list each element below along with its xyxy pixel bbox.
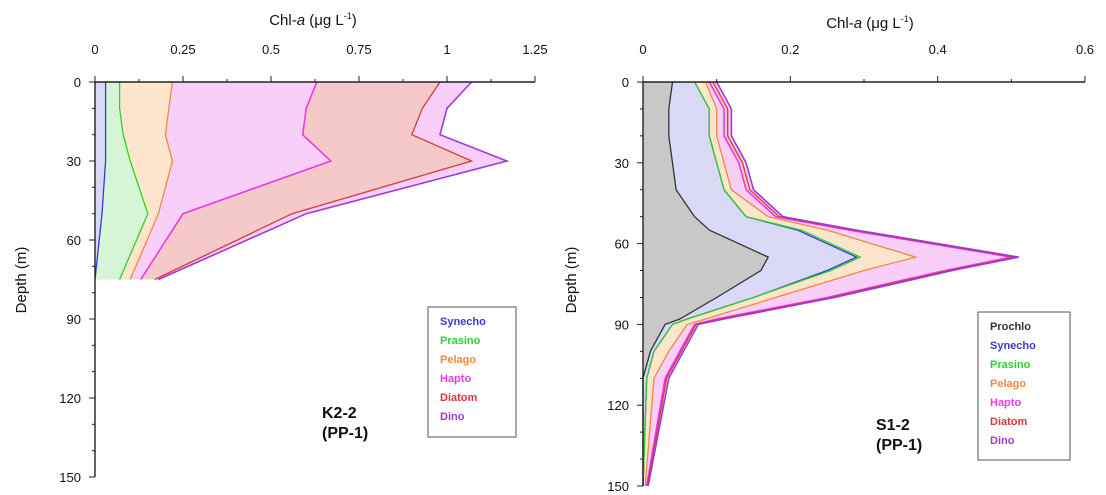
legend-entry-dino: Dino xyxy=(990,435,1015,447)
legend-entry-pelago: Pelago xyxy=(440,354,476,366)
line-synecho xyxy=(94,82,107,280)
station-label-line1: K2-2 xyxy=(322,405,357,422)
x-tick-label: 0.75 xyxy=(346,42,371,57)
x-axis-title-sup: -1 xyxy=(901,14,909,24)
y-tick-label: 90 xyxy=(615,317,629,332)
x-tick-label: 0 xyxy=(91,42,98,57)
station-label-line1: S1-2 xyxy=(876,417,910,434)
line-dino xyxy=(647,81,1019,487)
area-prasino xyxy=(95,82,148,280)
x-axis-title: Chl-a (μg L-1) xyxy=(269,11,357,29)
series-lines xyxy=(94,81,510,281)
area-pelago xyxy=(119,82,173,280)
y-axis-title: Depth (m) xyxy=(563,247,580,314)
x-tick-label: 0.4 xyxy=(929,42,947,57)
y-tick-label: 150 xyxy=(607,479,629,494)
y-tick-label: 150 xyxy=(59,470,81,485)
area-diatom xyxy=(140,82,472,280)
station-label-line2: (PP-1) xyxy=(876,437,922,454)
x-axis-title-prefix: Chl- xyxy=(826,15,854,32)
x-tick-label: 0.5 xyxy=(262,42,280,57)
area-fills xyxy=(643,82,1019,486)
legend-box xyxy=(977,311,1071,461)
y-tick-label: 60 xyxy=(67,233,81,248)
chart-k2: 0 0.25 0.5 0.75 1 1.25 0 30 60 90 120 150 Chl-a (μg … xyxy=(13,11,548,485)
area-hapto xyxy=(130,82,331,280)
y-tick-label: 0 xyxy=(622,75,629,90)
y-ticks: 0 30 60 90 120 150 xyxy=(59,75,95,485)
x-axis-title-close: ) xyxy=(909,15,914,32)
line-prasino xyxy=(118,82,149,280)
x-axis-title-suffix: (μg L xyxy=(862,15,901,32)
legend-entry-prochlo: Prochlo xyxy=(990,321,1031,333)
line-diatom xyxy=(154,81,474,281)
x-tick-label: 0 xyxy=(639,42,646,57)
y-tick-label: 0 xyxy=(74,75,81,90)
area-dino xyxy=(154,82,507,280)
legend: Prochlo Synecho Prasino Pelago Hapto Diatom Di… xyxy=(977,311,1071,461)
line-prochlo xyxy=(642,81,770,486)
x-tick-label: 0.25 xyxy=(170,42,195,57)
y-tick-label: 120 xyxy=(59,391,81,406)
x-axis-title-suffix: (μg L xyxy=(305,12,344,29)
x-tick-label: 1 xyxy=(443,42,450,57)
x-axis-title-close: ) xyxy=(352,12,357,29)
y-tick-label: 60 xyxy=(615,237,629,252)
chart-s1: 0 0.2 0.4 0.6 0 30 60 90 120 150 Chl-a (μg L-1) Dep… xyxy=(563,14,1094,494)
legend-entry-diatom: Diatom xyxy=(990,416,1028,428)
y-ticks: 0 30 60 90 120 150 xyxy=(607,75,643,494)
legend-entry-diatom: Diatom xyxy=(440,392,478,404)
y-tick-label: 120 xyxy=(607,398,629,413)
x-axis-title-italic: a xyxy=(297,12,305,29)
area-fills xyxy=(95,82,507,280)
line-pelago xyxy=(129,81,174,280)
line-pelago xyxy=(644,81,918,487)
y-axis-title: Depth (m) xyxy=(13,247,30,314)
legend-entry-pelago: Pelago xyxy=(990,378,1026,390)
x-ticks: 0 0.25 0.5 0.75 1 1.25 xyxy=(91,42,548,82)
y-tick-label: 30 xyxy=(67,154,81,169)
x-tick-label: 1.25 xyxy=(522,42,547,57)
x-ticks: 0 0.2 0.4 0.6 xyxy=(639,42,1094,82)
x-axis-title: Chl-a (μg L-1) xyxy=(826,14,914,32)
legend-entry-hapto: Hapto xyxy=(990,397,1021,409)
legend-entry-prasino: Prasino xyxy=(990,359,1031,371)
x-axis-title-sup: -1 xyxy=(344,11,352,21)
legend-entry-hapto: Hapto xyxy=(440,373,471,385)
legend-entry-synecho: Synecho xyxy=(990,340,1036,352)
legend-entry-dino: Dino xyxy=(440,411,465,423)
x-axis-title-prefix: Chl- xyxy=(269,12,297,29)
x-tick-label: 0.6 xyxy=(1076,42,1094,57)
y-tick-label: 90 xyxy=(67,312,81,327)
x-tick-label: 0.2 xyxy=(781,42,799,57)
legend: Synecho Prasino Pelago Hapto Diatom Dino xyxy=(427,306,517,438)
line-hapto xyxy=(140,81,333,280)
legend-box xyxy=(427,306,517,438)
area-synecho xyxy=(95,82,106,280)
station-label-line2: (PP-1) xyxy=(322,425,368,442)
area-hapto xyxy=(645,82,1012,486)
line-prasino xyxy=(642,81,862,487)
y-tick-label: 30 xyxy=(615,156,629,171)
area-prochlo xyxy=(643,82,769,486)
series-lines xyxy=(642,81,1019,487)
legend-entry-synecho: Synecho xyxy=(440,316,486,328)
line-dino xyxy=(158,81,510,281)
area-synecho xyxy=(643,82,857,486)
legend-entry-prasino: Prasino xyxy=(440,335,481,347)
x-axis-title-italic: a xyxy=(854,15,862,32)
